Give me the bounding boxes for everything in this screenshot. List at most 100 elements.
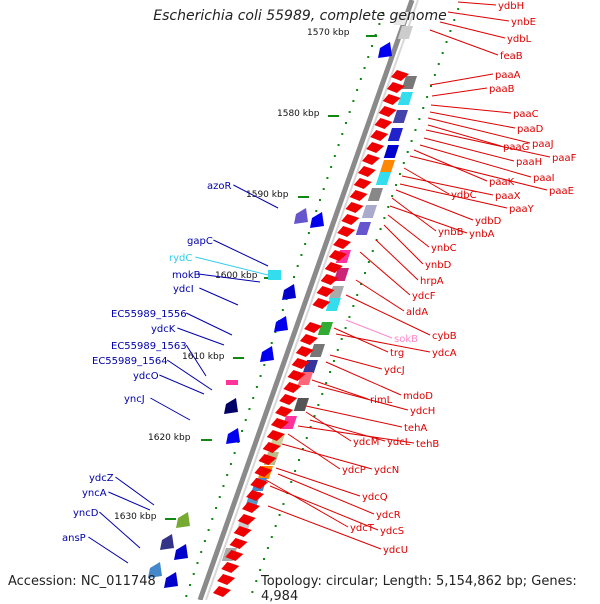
gene-label-ydcq[interactable]: ydcQ — [362, 492, 388, 503]
gene-label-paaf[interactable]: paaF — [552, 153, 577, 164]
gene-label-ydcn[interactable]: ydcN — [374, 465, 399, 476]
ruler-dot — [363, 272, 366, 274]
gene-leader-line — [355, 279, 405, 312]
forward-gene-arrow — [262, 442, 281, 453]
gene-leader-line — [213, 239, 269, 267]
gene-leader-line — [427, 124, 502, 147]
ruler-dot — [196, 562, 199, 564]
gene-label-paah[interactable]: paaH — [516, 157, 542, 168]
genome-backbone-edge — [205, 0, 419, 600]
gene-label-ydcp[interactable]: ydcP — [342, 465, 366, 476]
gene-label-ec55989-1564[interactable]: EC55989_1564 — [92, 356, 168, 367]
rna-feature — [268, 270, 281, 280]
gene-label-ynbe[interactable]: ynbE — [511, 17, 536, 28]
ruler-dot — [189, 584, 192, 586]
gene-label-ydcl[interactable]: ydcL — [387, 437, 411, 448]
gene-label-ec55989-1556[interactable]: EC55989_1556 — [111, 309, 187, 320]
ruler-dot — [422, 107, 425, 109]
gene-label-ydcs[interactable]: ydcS — [380, 526, 404, 537]
gene-label-tehb[interactable]: tehB — [416, 439, 439, 450]
gene-label-ydca[interactable]: ydcA — [432, 348, 457, 359]
gene-label-paax[interactable]: paaX — [495, 191, 521, 202]
gene-label-gapc[interactable]: gapC — [187, 236, 213, 247]
gene-label-trg[interactable]: trg — [390, 348, 404, 359]
rna-feature — [226, 380, 238, 385]
gene-label-paaj[interactable]: paaJ — [532, 139, 554, 150]
gene-label-ynca[interactable]: yncA — [82, 488, 107, 499]
gene-label-ansp[interactable]: ansP — [62, 533, 86, 544]
forward-gene-arrow — [378, 106, 397, 117]
gene-label-ydcm[interactable]: ydcM — [353, 437, 379, 448]
gene-label-teha[interactable]: tehA — [404, 423, 427, 434]
gene-label-yncj[interactable]: yncJ — [124, 394, 145, 405]
forward-gene-arrow — [391, 70, 409, 81]
gene-label-ydbh[interactable]: ydbH — [498, 1, 524, 12]
gene-label-ydck[interactable]: ydcK — [151, 324, 176, 335]
ruler-dot — [241, 430, 244, 432]
gene-label-paay[interactable]: paaY — [509, 204, 535, 215]
gene-label-ynbd[interactable]: ynbD — [425, 260, 452, 271]
ruler-dot — [326, 177, 329, 179]
ruler-dot — [344, 122, 347, 124]
ruler-dot — [296, 265, 299, 267]
gene-leader-line — [185, 344, 207, 377]
gene-label-paad[interactable]: paaD — [517, 124, 544, 135]
gene-label-ydch[interactable]: ydcH — [410, 406, 435, 417]
gene-label-paak[interactable]: paaK — [489, 177, 515, 188]
gene-label-ydbc[interactable]: ydbC — [451, 190, 477, 201]
ruler-dot — [259, 375, 262, 377]
forward-gene-arrow — [270, 418, 289, 429]
reverse-gene-arrow — [174, 544, 188, 560]
gene-label-ydbd[interactable]: ydbD — [475, 216, 502, 227]
ruler-dot — [203, 540, 206, 542]
gene-label-paae[interactable]: paaE — [549, 186, 574, 197]
gene-label-ydbl[interactable]: ydbL — [507, 34, 532, 45]
gene-label-ydcj[interactable]: ydcJ — [384, 365, 405, 376]
gene-label-ydcz[interactable]: ydcZ — [89, 473, 114, 484]
gene-label-cybb[interactable]: cybB — [432, 331, 457, 342]
gene-label-ydcu[interactable]: ydcU — [383, 545, 408, 556]
gene-label-hrpa[interactable]: hrpA — [420, 276, 444, 287]
gene-label-paaa[interactable]: paaA — [495, 70, 521, 81]
forward-gene-arrow — [333, 238, 352, 249]
gene-label-ec55989-1563[interactable]: EC55989_1563 — [111, 341, 187, 352]
gene-leader-line — [88, 536, 129, 564]
gene-label-mokb[interactable]: mokB — [172, 270, 201, 281]
gene-label-paab[interactable]: paaB — [489, 84, 515, 95]
gene-label-yncd[interactable]: yncD — [73, 508, 99, 519]
gene-label-sokb[interactable]: sokB — [394, 334, 418, 345]
gene-leader-line — [429, 29, 499, 56]
gene-label-ydcf[interactable]: ydcF — [412, 291, 436, 302]
gene-label-ydcr[interactable]: ydcR — [376, 510, 401, 521]
gene-label-alda[interactable]: aldA — [406, 307, 428, 318]
gene-label-ynbb[interactable]: ynbB — [438, 227, 464, 238]
gene-label-paac[interactable]: paaC — [513, 109, 539, 120]
ruler-dot — [317, 404, 320, 406]
gene-leader-line — [305, 405, 403, 428]
gene-label-ydct[interactable]: ydcT — [350, 523, 375, 534]
ruler-dot — [263, 558, 266, 560]
ruler-dot — [352, 305, 355, 307]
ruler-dot — [410, 140, 413, 142]
ruler-dot — [207, 529, 210, 531]
gene-label-ydci[interactable]: ydcI — [173, 284, 194, 295]
gene-label-ydco[interactable]: ydcO — [133, 371, 159, 382]
gene-label-paag[interactable]: paaG — [503, 142, 529, 153]
gene-leader-line — [345, 319, 393, 339]
reverse-gene-arrow — [378, 42, 392, 58]
gene-label-rydc[interactable]: rydC — [169, 253, 192, 264]
gene-label-ynba[interactable]: ynbA — [469, 229, 495, 240]
gene-label-paai[interactable]: paaI — [533, 173, 555, 184]
gene-block — [361, 205, 377, 218]
gene-label-ynbc[interactable]: ynbC — [431, 243, 457, 254]
gene-label-azor[interactable]: azoR — [207, 181, 231, 192]
ruler-dot — [274, 331, 277, 333]
forward-gene-arrow — [283, 382, 302, 393]
gene-label-mdod[interactable]: mdoD — [403, 391, 433, 402]
gene-label-riml[interactable]: rimL — [370, 395, 393, 406]
gene-leader-line — [166, 359, 213, 391]
ruler-dot — [200, 551, 203, 553]
reverse-gene-arrow — [226, 428, 240, 444]
forward-gene-arrow — [237, 514, 256, 525]
gene-label-feab[interactable]: feaB — [500, 51, 523, 62]
